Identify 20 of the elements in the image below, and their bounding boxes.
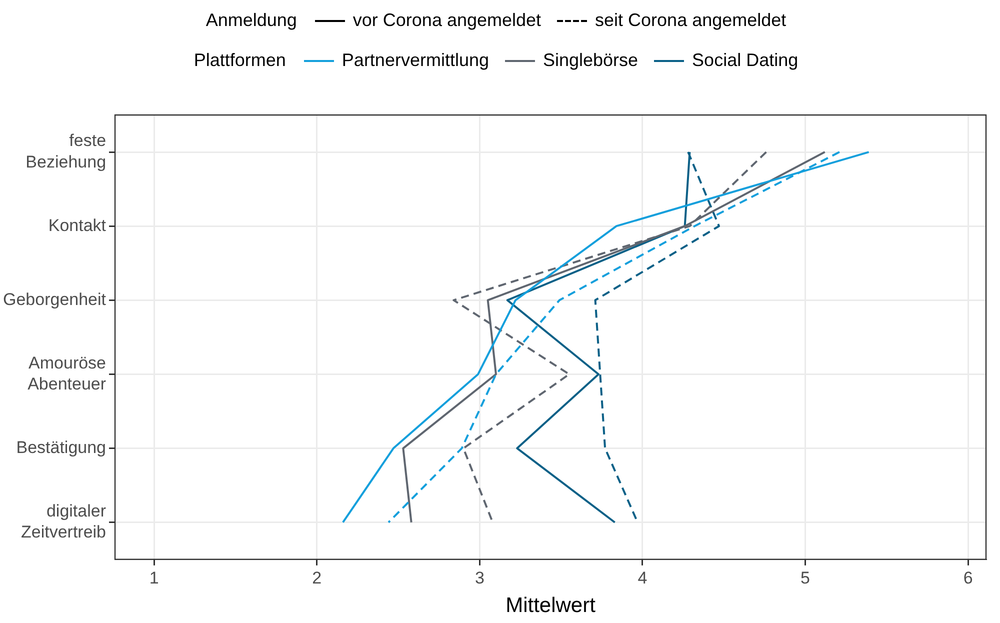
x-tick-label: 6 <box>963 568 973 588</box>
text: vor Corona angemeldet <box>352 10 542 30</box>
x-tick-label: 1 <box>149 568 159 588</box>
y-tick-label: digitaler Zeitvertreib <box>20 501 106 542</box>
legend-title: Plattformen <box>194 50 286 70</box>
text: seit Corona angemeldet <box>595 10 786 30</box>
y-tick-label: Geborgenheit <box>2 290 106 309</box>
x-tick-label: 2 <box>312 568 322 588</box>
x-axis-title: Mittelwert <box>506 594 596 618</box>
legend-label: Singlebörse <box>542 50 638 70</box>
x-tick-label: 4 <box>638 568 648 588</box>
y-tick-label: feste Beziehung <box>26 131 106 172</box>
text: Anmeldung <box>206 10 297 30</box>
y-tick-label: Kontakt <box>48 216 106 235</box>
x-tick-label: 3 <box>474 568 484 588</box>
legend-label: Social Dating <box>692 50 798 70</box>
legend-label: Partnervermittlung <box>342 50 489 70</box>
y-tick-label: Amouröse Abenteuer <box>28 353 106 394</box>
y-tick-label: Bestätigung <box>16 438 106 457</box>
x-tick-label: 5 <box>800 568 810 588</box>
